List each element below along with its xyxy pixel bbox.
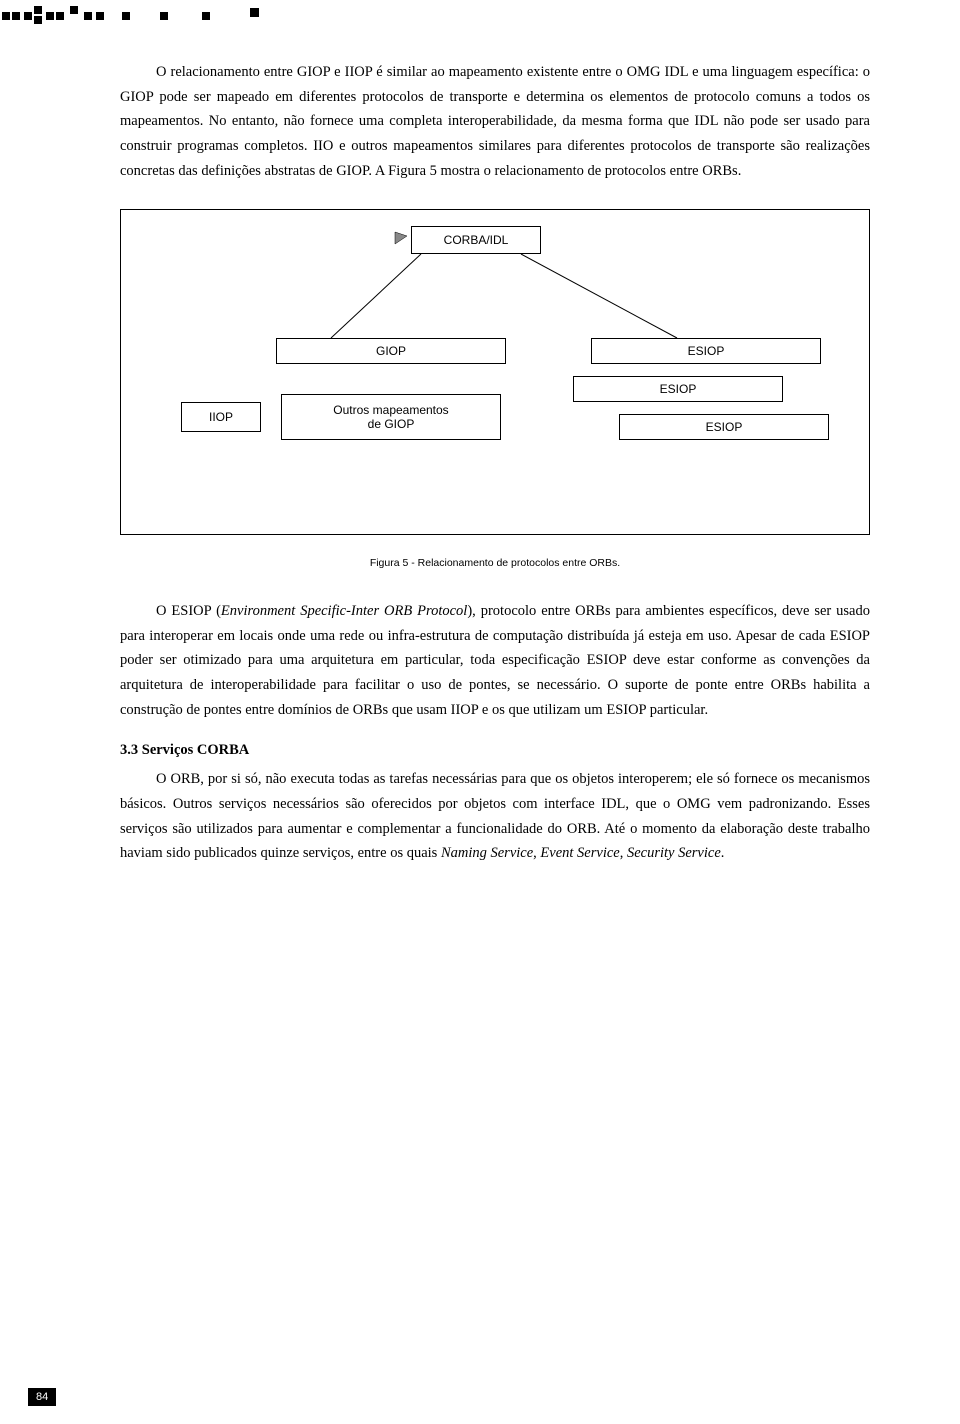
decorative-dots — [0, 6, 260, 31]
text-italic: Event Service — [540, 845, 619, 861]
text-run: O ESIOP ( — [156, 603, 221, 619]
node-label: ESIOP — [660, 382, 697, 396]
text-run: , — [620, 845, 627, 861]
node-esiop-2: ESIOP — [573, 376, 783, 402]
node-outros-mapeamentos: Outros mapeamentos de GIOP — [281, 394, 501, 440]
node-iiop: IIOP — [181, 402, 261, 432]
node-label: ESIOP — [688, 344, 725, 358]
page-number: 84 — [28, 1388, 56, 1406]
node-label: IIOP — [209, 410, 233, 424]
node-esiop-3: ESIOP — [619, 414, 829, 440]
text-italic: Naming Service — [441, 845, 533, 861]
text-italic: Environment Specific-Inter ORB Protocol — [221, 603, 467, 619]
node-corba-idl: CORBA/IDL — [411, 226, 541, 254]
node-label: ESIOP — [706, 420, 743, 434]
section-heading-3-3: 3.3 Serviços CORBA — [120, 742, 870, 759]
node-label: GIOP — [376, 344, 406, 358]
text-run: ), protocolo entre ORBs para ambientes e… — [120, 603, 870, 718]
paragraph-1: O relacionamento entre GIOP e IIOP é sim… — [120, 60, 870, 183]
figure-5-caption: Figura 5 - Relacionamento de protocolos … — [120, 557, 870, 569]
figure-5-diagram: CORBA/IDL GIOP IIOP Outros mapeamentos d… — [120, 209, 870, 535]
node-label: CORBA/IDL — [444, 233, 509, 247]
node-label-line1: Outros mapeamentos — [333, 403, 448, 417]
text-italic: Security Service — [627, 845, 721, 861]
paragraph-3: O ORB, por si só, não executa todas as t… — [120, 767, 870, 866]
node-label-line2: de GIOP — [368, 417, 415, 431]
node-giop: GIOP — [276, 338, 506, 364]
paragraph-2: O ESIOP (Environment Specific-Inter ORB … — [120, 599, 870, 722]
text-run: . — [721, 845, 725, 861]
node-esiop-1: ESIOP — [591, 338, 821, 364]
